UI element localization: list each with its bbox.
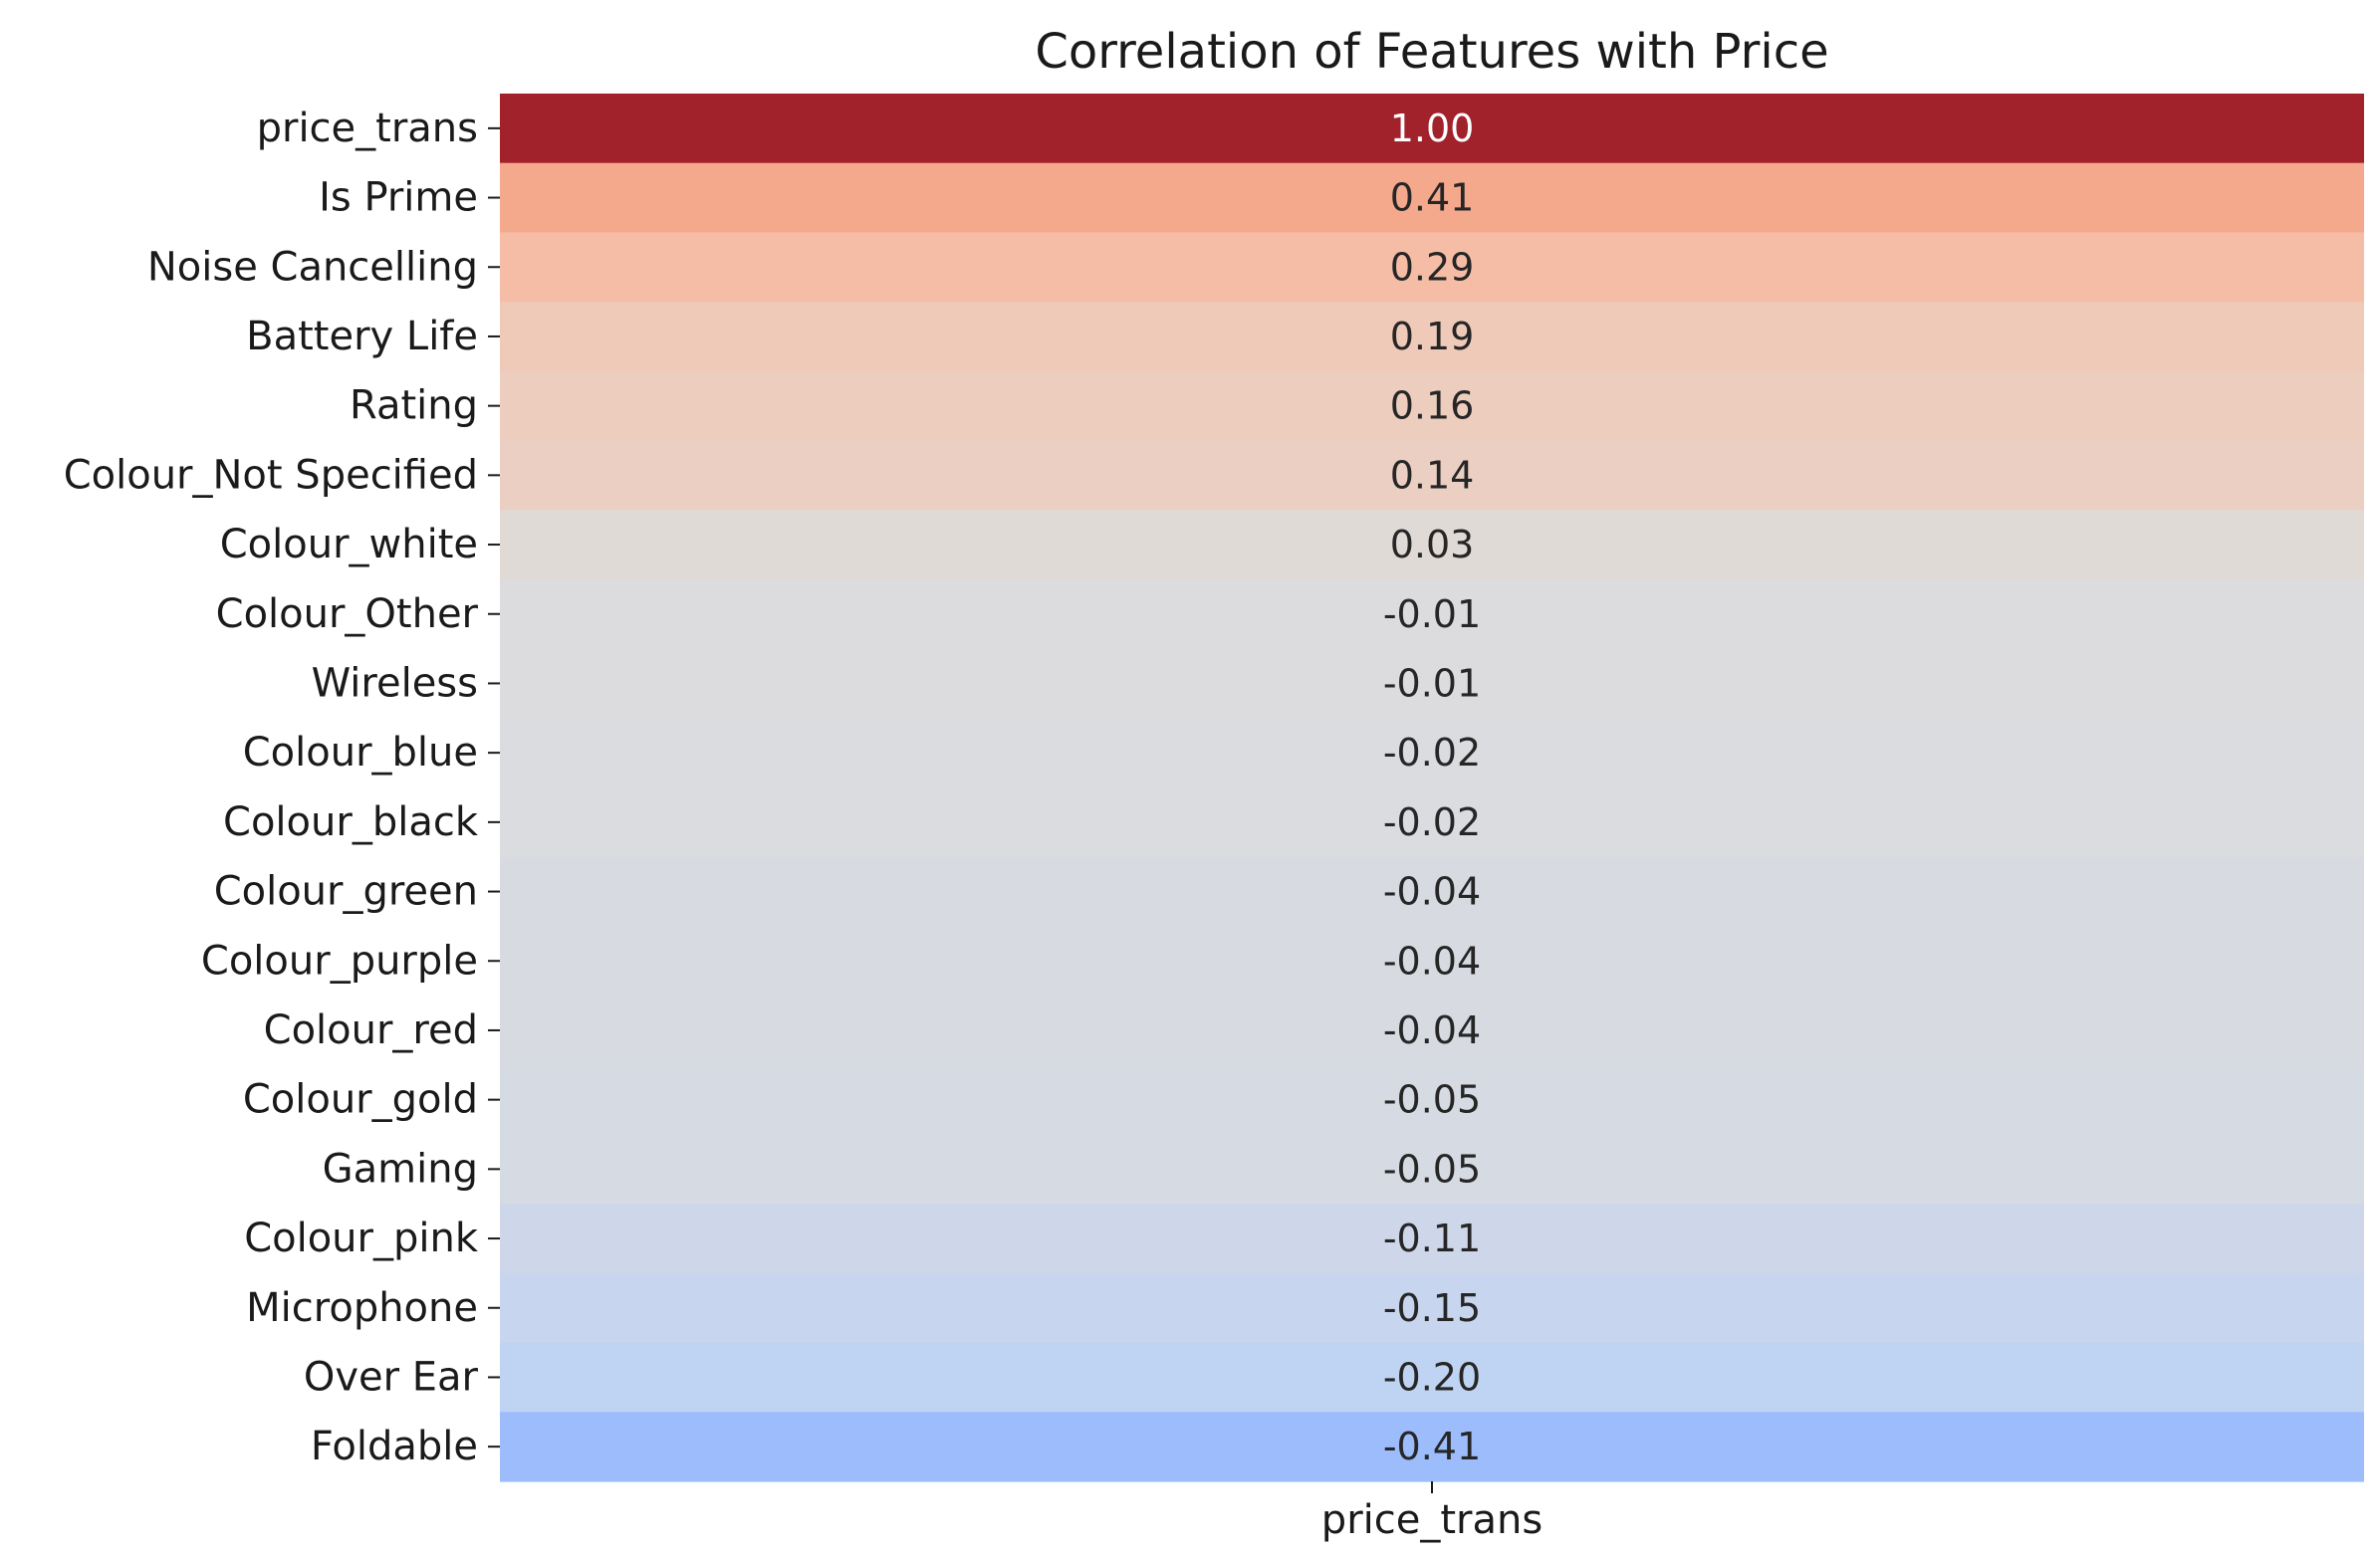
heatmap-cell: [500, 648, 2364, 719]
cell-value-label: -0.01: [1383, 661, 1481, 705]
cell-value-label: -0.05: [1383, 1147, 1481, 1191]
heatmap-cell: [500, 1412, 2364, 1482]
y-tick-label: Rating: [350, 383, 478, 429]
y-tick-label: Microphone: [246, 1285, 478, 1331]
y-tick-label: Noise Cancelling: [147, 244, 478, 290]
y-tick-label: Colour_gold: [243, 1077, 478, 1123]
y-tick-label: Colour_pink: [244, 1216, 479, 1261]
heatmap-cell: [500, 1064, 2364, 1136]
heatmap-cell: [500, 996, 2364, 1066]
cell-value-label: 0.29: [1390, 245, 1475, 289]
y-tick-label: Is Prime: [319, 175, 478, 221]
y-tick-label: Colour_red: [264, 1007, 478, 1053]
heatmap-cell: [500, 510, 2364, 580]
heatmap-cell: [500, 718, 2364, 788]
cell-value-label: -0.02: [1383, 731, 1481, 775]
heatmap-cell: [500, 1204, 2364, 1274]
y-tick-label: Colour_white: [220, 522, 478, 567]
y-tick-label: Colour_Not Specified: [64, 452, 478, 498]
cell-value-label: 0.19: [1390, 315, 1475, 358]
cell-value-label: -0.15: [1383, 1286, 1481, 1330]
heatmap-cell: [500, 926, 2364, 997]
y-tick-label: Colour_Other: [216, 591, 479, 637]
cell-value-label: -0.04: [1383, 1008, 1481, 1052]
cell-value-label: -0.41: [1383, 1425, 1481, 1468]
y-tick-label: price_trans: [257, 106, 478, 151]
cell-value-label: 0.41: [1390, 176, 1475, 220]
cell-value-label: 0.14: [1390, 453, 1475, 497]
heatmap-cell: [500, 440, 2364, 511]
heatmap-cell: [500, 856, 2364, 927]
heatmap-cell: [500, 370, 2364, 442]
y-tick-label: Wireless: [312, 660, 478, 706]
cell-value-label: 0.03: [1390, 523, 1475, 566]
heatmap-cell: [500, 578, 2364, 650]
cell-value-label: 1.00: [1390, 107, 1475, 150]
cell-value-label: -0.01: [1383, 592, 1481, 636]
cell-value-label: -0.05: [1383, 1078, 1481, 1122]
heatmap-cell: [500, 1272, 2364, 1344]
y-tick-label: Colour_purple: [201, 938, 478, 984]
y-tick-label: Gaming: [323, 1146, 478, 1192]
heatmap-cell: [500, 302, 2364, 372]
y-tick-label: Colour_green: [214, 869, 478, 915]
y-tick-label: Over Ear: [304, 1354, 479, 1400]
cell-value-label: -0.20: [1383, 1355, 1481, 1399]
y-tick-label: Colour_blue: [243, 730, 478, 776]
cell-value-label: -0.11: [1383, 1217, 1481, 1260]
cell-value-label: -0.02: [1383, 800, 1481, 844]
chart-title: Correlation of Features with Price: [1035, 24, 1828, 80]
cell-value-label: -0.04: [1383, 870, 1481, 914]
y-tick-label: Foldable: [311, 1424, 478, 1469]
x-tick-label: price_trans: [1321, 1497, 1543, 1543]
cell-value-label: 0.16: [1390, 384, 1475, 428]
y-tick-label: Battery Life: [246, 314, 478, 359]
y-tick-label: Colour_black: [223, 799, 479, 845]
heatmap-cell: [500, 232, 2364, 303]
heatmap-cell: [500, 162, 2364, 233]
heatmap-cell: [500, 1342, 2364, 1413]
heatmap-cell: [500, 1134, 2364, 1205]
cell-value-label: -0.04: [1383, 939, 1481, 983]
heatmap-cell: [500, 787, 2364, 858]
heatmap-cell: [500, 94, 2364, 164]
